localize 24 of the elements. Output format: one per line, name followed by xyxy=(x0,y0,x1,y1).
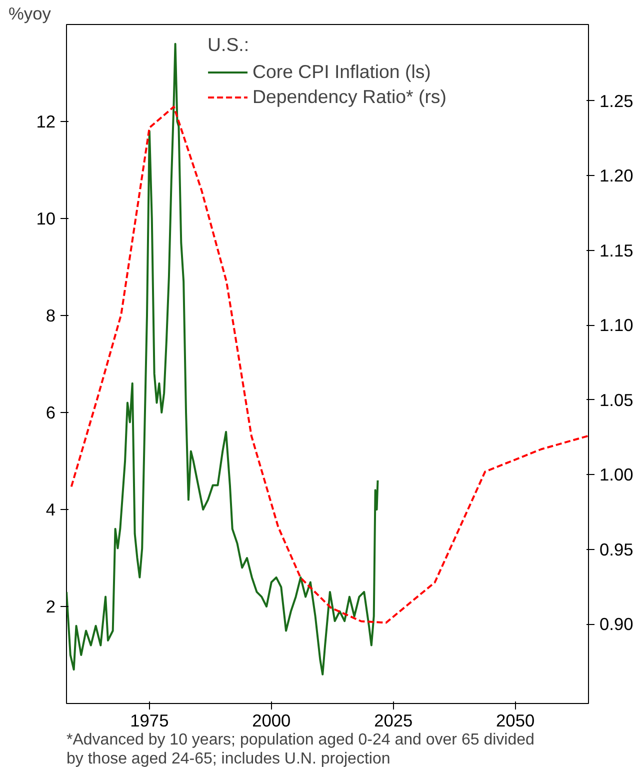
y2-tick-label: 0.90 xyxy=(600,614,634,634)
y-tick-label: 10 xyxy=(36,208,56,228)
y2-tick-label: 1.25 xyxy=(600,90,634,111)
x-tick-label: 2050 xyxy=(496,710,535,730)
line-series xyxy=(70,106,588,624)
x-tick-label: 2000 xyxy=(252,710,291,730)
y2-tick-label: 1.10 xyxy=(600,315,634,336)
x-tick-label: 2025 xyxy=(374,710,413,730)
y2-tick-label: 1.15 xyxy=(600,240,634,260)
y-tick-label: 6 xyxy=(46,402,56,422)
y-tick-label: 12 xyxy=(36,112,56,132)
y-tick-label: 8 xyxy=(46,306,56,326)
y2-tick-label: 1.00 xyxy=(600,464,634,485)
legend-label: Dependency Ratio* (rs) xyxy=(252,86,446,108)
y2-tick-label: 0.95 xyxy=(600,539,634,560)
y-axis-title: %yoy xyxy=(8,4,52,24)
x-tick-label: 1975 xyxy=(130,710,169,730)
legend-label: Core CPI Inflation (ls) xyxy=(252,61,431,83)
y-tick-label: 2 xyxy=(46,596,56,616)
y2-tick-label: 1.20 xyxy=(600,166,634,186)
text: *Advanced by 10 years; population aged 0-24 and over 65 divided by those aged 24-65; includes U.N. projection xyxy=(66,732,534,767)
y2-tick-label: 1.05 xyxy=(600,390,634,410)
y-tick-label: 4 xyxy=(46,500,56,520)
legend-title: U.S.: xyxy=(208,34,250,56)
